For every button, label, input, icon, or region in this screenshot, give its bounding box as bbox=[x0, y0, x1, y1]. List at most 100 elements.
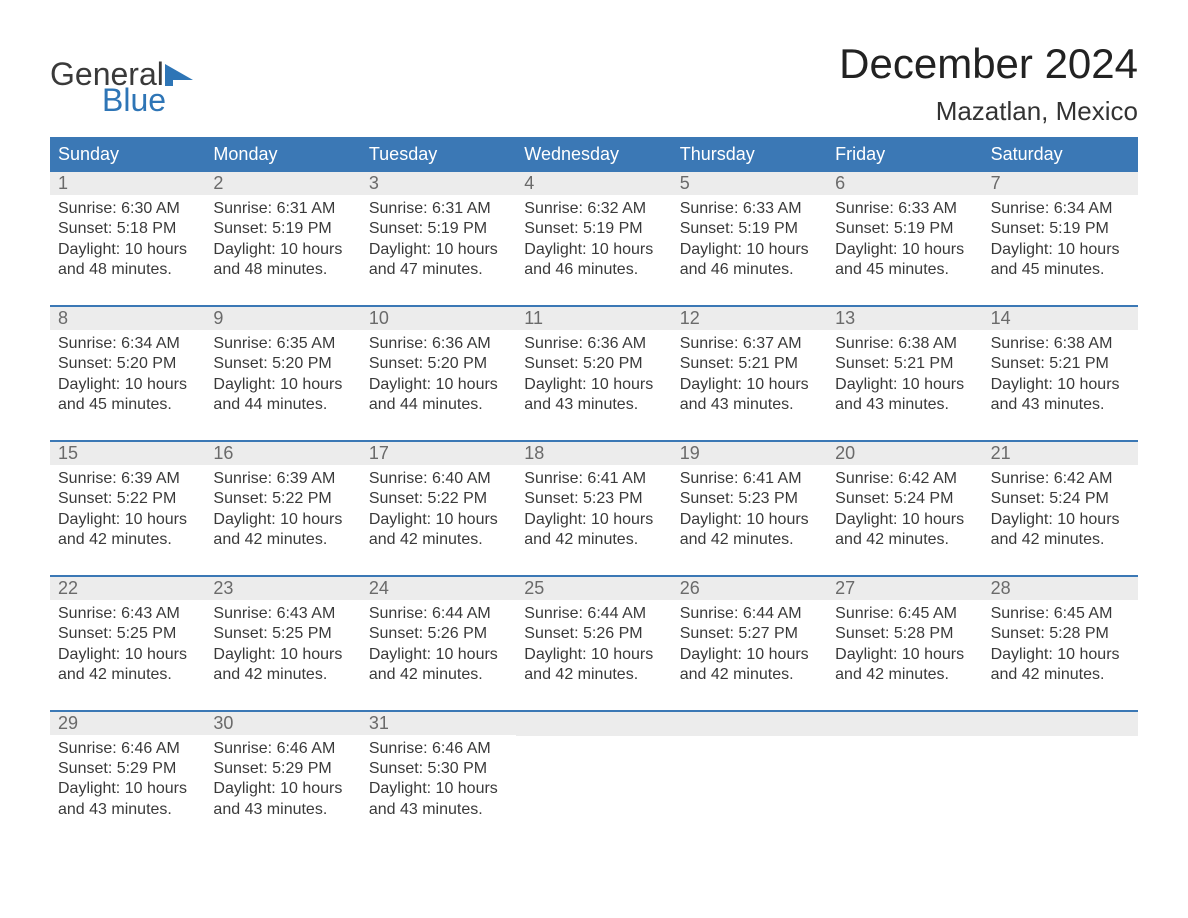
day-cell: 25Sunrise: 6:44 AMSunset: 5:26 PMDayligh… bbox=[516, 577, 671, 690]
daylight-text: Daylight: 10 hours and 43 minutes. bbox=[991, 375, 1130, 416]
daylight-text: Daylight: 10 hours and 43 minutes. bbox=[524, 375, 663, 416]
day-cell bbox=[983, 712, 1138, 825]
sunset-text: Sunset: 5:29 PM bbox=[58, 759, 197, 779]
day-cell: 1Sunrise: 6:30 AMSunset: 5:18 PMDaylight… bbox=[50, 172, 205, 285]
day-cell: 4Sunrise: 6:32 AMSunset: 5:19 PMDaylight… bbox=[516, 172, 671, 285]
day-number: 26 bbox=[672, 577, 827, 600]
day-content: Sunrise: 6:33 AMSunset: 5:19 PMDaylight:… bbox=[827, 195, 982, 285]
sunset-text: Sunset: 5:19 PM bbox=[213, 219, 352, 239]
day-content: Sunrise: 6:35 AMSunset: 5:20 PMDaylight:… bbox=[205, 330, 360, 420]
day-cell: 14Sunrise: 6:38 AMSunset: 5:21 PMDayligh… bbox=[983, 307, 1138, 420]
day-number: 2 bbox=[205, 172, 360, 195]
day-number: 5 bbox=[672, 172, 827, 195]
day-cell: 18Sunrise: 6:41 AMSunset: 5:23 PMDayligh… bbox=[516, 442, 671, 555]
day-cell: 27Sunrise: 6:45 AMSunset: 5:28 PMDayligh… bbox=[827, 577, 982, 690]
day-cell: 21Sunrise: 6:42 AMSunset: 5:24 PMDayligh… bbox=[983, 442, 1138, 555]
sunrise-text: Sunrise: 6:36 AM bbox=[524, 334, 663, 354]
day-number: 18 bbox=[516, 442, 671, 465]
sunrise-text: Sunrise: 6:34 AM bbox=[58, 334, 197, 354]
week-row: 1Sunrise: 6:30 AMSunset: 5:18 PMDaylight… bbox=[50, 172, 1138, 285]
day-content: Sunrise: 6:33 AMSunset: 5:19 PMDaylight:… bbox=[672, 195, 827, 285]
day-content: Sunrise: 6:42 AMSunset: 5:24 PMDaylight:… bbox=[983, 465, 1138, 555]
day-number: 31 bbox=[361, 712, 516, 735]
day-cell: 23Sunrise: 6:43 AMSunset: 5:25 PMDayligh… bbox=[205, 577, 360, 690]
sunset-text: Sunset: 5:21 PM bbox=[835, 354, 974, 374]
day-cell: 2Sunrise: 6:31 AMSunset: 5:19 PMDaylight… bbox=[205, 172, 360, 285]
sunset-text: Sunset: 5:19 PM bbox=[835, 219, 974, 239]
day-content: Sunrise: 6:45 AMSunset: 5:28 PMDaylight:… bbox=[983, 600, 1138, 690]
day-cell: 12Sunrise: 6:37 AMSunset: 5:21 PMDayligh… bbox=[672, 307, 827, 420]
weekday-header: Saturday bbox=[983, 137, 1138, 172]
day-number: 8 bbox=[50, 307, 205, 330]
sunrise-text: Sunrise: 6:44 AM bbox=[680, 604, 819, 624]
daylight-text: Daylight: 10 hours and 42 minutes. bbox=[369, 510, 508, 551]
sunset-text: Sunset: 5:22 PM bbox=[58, 489, 197, 509]
sunset-text: Sunset: 5:25 PM bbox=[58, 624, 197, 644]
day-content: Sunrise: 6:40 AMSunset: 5:22 PMDaylight:… bbox=[361, 465, 516, 555]
sunrise-text: Sunrise: 6:34 AM bbox=[991, 199, 1130, 219]
sunrise-text: Sunrise: 6:31 AM bbox=[369, 199, 508, 219]
day-content: Sunrise: 6:44 AMSunset: 5:26 PMDaylight:… bbox=[516, 600, 671, 690]
sunrise-text: Sunrise: 6:39 AM bbox=[213, 469, 352, 489]
day-cell: 13Sunrise: 6:38 AMSunset: 5:21 PMDayligh… bbox=[827, 307, 982, 420]
day-cell: 30Sunrise: 6:46 AMSunset: 5:29 PMDayligh… bbox=[205, 712, 360, 825]
sunset-text: Sunset: 5:19 PM bbox=[369, 219, 508, 239]
sunrise-text: Sunrise: 6:41 AM bbox=[680, 469, 819, 489]
daylight-text: Daylight: 10 hours and 42 minutes. bbox=[835, 645, 974, 686]
day-content: Sunrise: 6:38 AMSunset: 5:21 PMDaylight:… bbox=[827, 330, 982, 420]
day-number: 4 bbox=[516, 172, 671, 195]
day-content: Sunrise: 6:37 AMSunset: 5:21 PMDaylight:… bbox=[672, 330, 827, 420]
day-cell: 5Sunrise: 6:33 AMSunset: 5:19 PMDaylight… bbox=[672, 172, 827, 285]
day-number: 7 bbox=[983, 172, 1138, 195]
day-cell: 26Sunrise: 6:44 AMSunset: 5:27 PMDayligh… bbox=[672, 577, 827, 690]
sunrise-text: Sunrise: 6:46 AM bbox=[369, 739, 508, 759]
daylight-text: Daylight: 10 hours and 43 minutes. bbox=[213, 779, 352, 820]
daylight-text: Daylight: 10 hours and 42 minutes. bbox=[58, 510, 197, 551]
week-row: 15Sunrise: 6:39 AMSunset: 5:22 PMDayligh… bbox=[50, 440, 1138, 555]
day-content: Sunrise: 6:44 AMSunset: 5:27 PMDaylight:… bbox=[672, 600, 827, 690]
sunset-text: Sunset: 5:22 PM bbox=[213, 489, 352, 509]
day-cell: 8Sunrise: 6:34 AMSunset: 5:20 PMDaylight… bbox=[50, 307, 205, 420]
sunset-text: Sunset: 5:20 PM bbox=[213, 354, 352, 374]
day-number: 6 bbox=[827, 172, 982, 195]
day-number: 11 bbox=[516, 307, 671, 330]
sunrise-text: Sunrise: 6:36 AM bbox=[369, 334, 508, 354]
daylight-text: Daylight: 10 hours and 42 minutes. bbox=[58, 645, 197, 686]
logo-text-blue: Blue bbox=[50, 84, 199, 116]
day-content: Sunrise: 6:45 AMSunset: 5:28 PMDaylight:… bbox=[827, 600, 982, 690]
day-number: 9 bbox=[205, 307, 360, 330]
daylight-text: Daylight: 10 hours and 47 minutes. bbox=[369, 240, 508, 281]
day-cell bbox=[672, 712, 827, 825]
daylight-text: Daylight: 10 hours and 46 minutes. bbox=[524, 240, 663, 281]
sunset-text: Sunset: 5:25 PM bbox=[213, 624, 352, 644]
sunrise-text: Sunrise: 6:33 AM bbox=[835, 199, 974, 219]
daylight-text: Daylight: 10 hours and 48 minutes. bbox=[58, 240, 197, 281]
daylight-text: Daylight: 10 hours and 44 minutes. bbox=[213, 375, 352, 416]
sunrise-text: Sunrise: 6:37 AM bbox=[680, 334, 819, 354]
day-cell: 24Sunrise: 6:44 AMSunset: 5:26 PMDayligh… bbox=[361, 577, 516, 690]
sunrise-text: Sunrise: 6:30 AM bbox=[58, 199, 197, 219]
day-content: Sunrise: 6:32 AMSunset: 5:19 PMDaylight:… bbox=[516, 195, 671, 285]
day-number: 30 bbox=[205, 712, 360, 735]
day-cell: 17Sunrise: 6:40 AMSunset: 5:22 PMDayligh… bbox=[361, 442, 516, 555]
daylight-text: Daylight: 10 hours and 45 minutes. bbox=[991, 240, 1130, 281]
weekday-header: Sunday bbox=[50, 137, 205, 172]
daylight-text: Daylight: 10 hours and 42 minutes. bbox=[524, 645, 663, 686]
sunset-text: Sunset: 5:21 PM bbox=[991, 354, 1130, 374]
day-cell bbox=[827, 712, 982, 825]
daylight-text: Daylight: 10 hours and 42 minutes. bbox=[213, 510, 352, 551]
day-cell: 31Sunrise: 6:46 AMSunset: 5:30 PMDayligh… bbox=[361, 712, 516, 825]
sunset-text: Sunset: 5:28 PM bbox=[991, 624, 1130, 644]
daylight-text: Daylight: 10 hours and 45 minutes. bbox=[835, 240, 974, 281]
weekday-header-row: Sunday Monday Tuesday Wednesday Thursday… bbox=[50, 137, 1138, 172]
daylight-text: Daylight: 10 hours and 43 minutes. bbox=[58, 779, 197, 820]
day-content: Sunrise: 6:30 AMSunset: 5:18 PMDaylight:… bbox=[50, 195, 205, 285]
day-content: Sunrise: 6:46 AMSunset: 5:29 PMDaylight:… bbox=[205, 735, 360, 825]
day-number: 10 bbox=[361, 307, 516, 330]
sunrise-text: Sunrise: 6:45 AM bbox=[835, 604, 974, 624]
day-content: Sunrise: 6:36 AMSunset: 5:20 PMDaylight:… bbox=[361, 330, 516, 420]
title-block: December 2024 Mazatlan, Mexico bbox=[839, 40, 1138, 127]
day-content: Sunrise: 6:42 AMSunset: 5:24 PMDaylight:… bbox=[827, 465, 982, 555]
weekday-header: Tuesday bbox=[361, 137, 516, 172]
day-content: Sunrise: 6:38 AMSunset: 5:21 PMDaylight:… bbox=[983, 330, 1138, 420]
